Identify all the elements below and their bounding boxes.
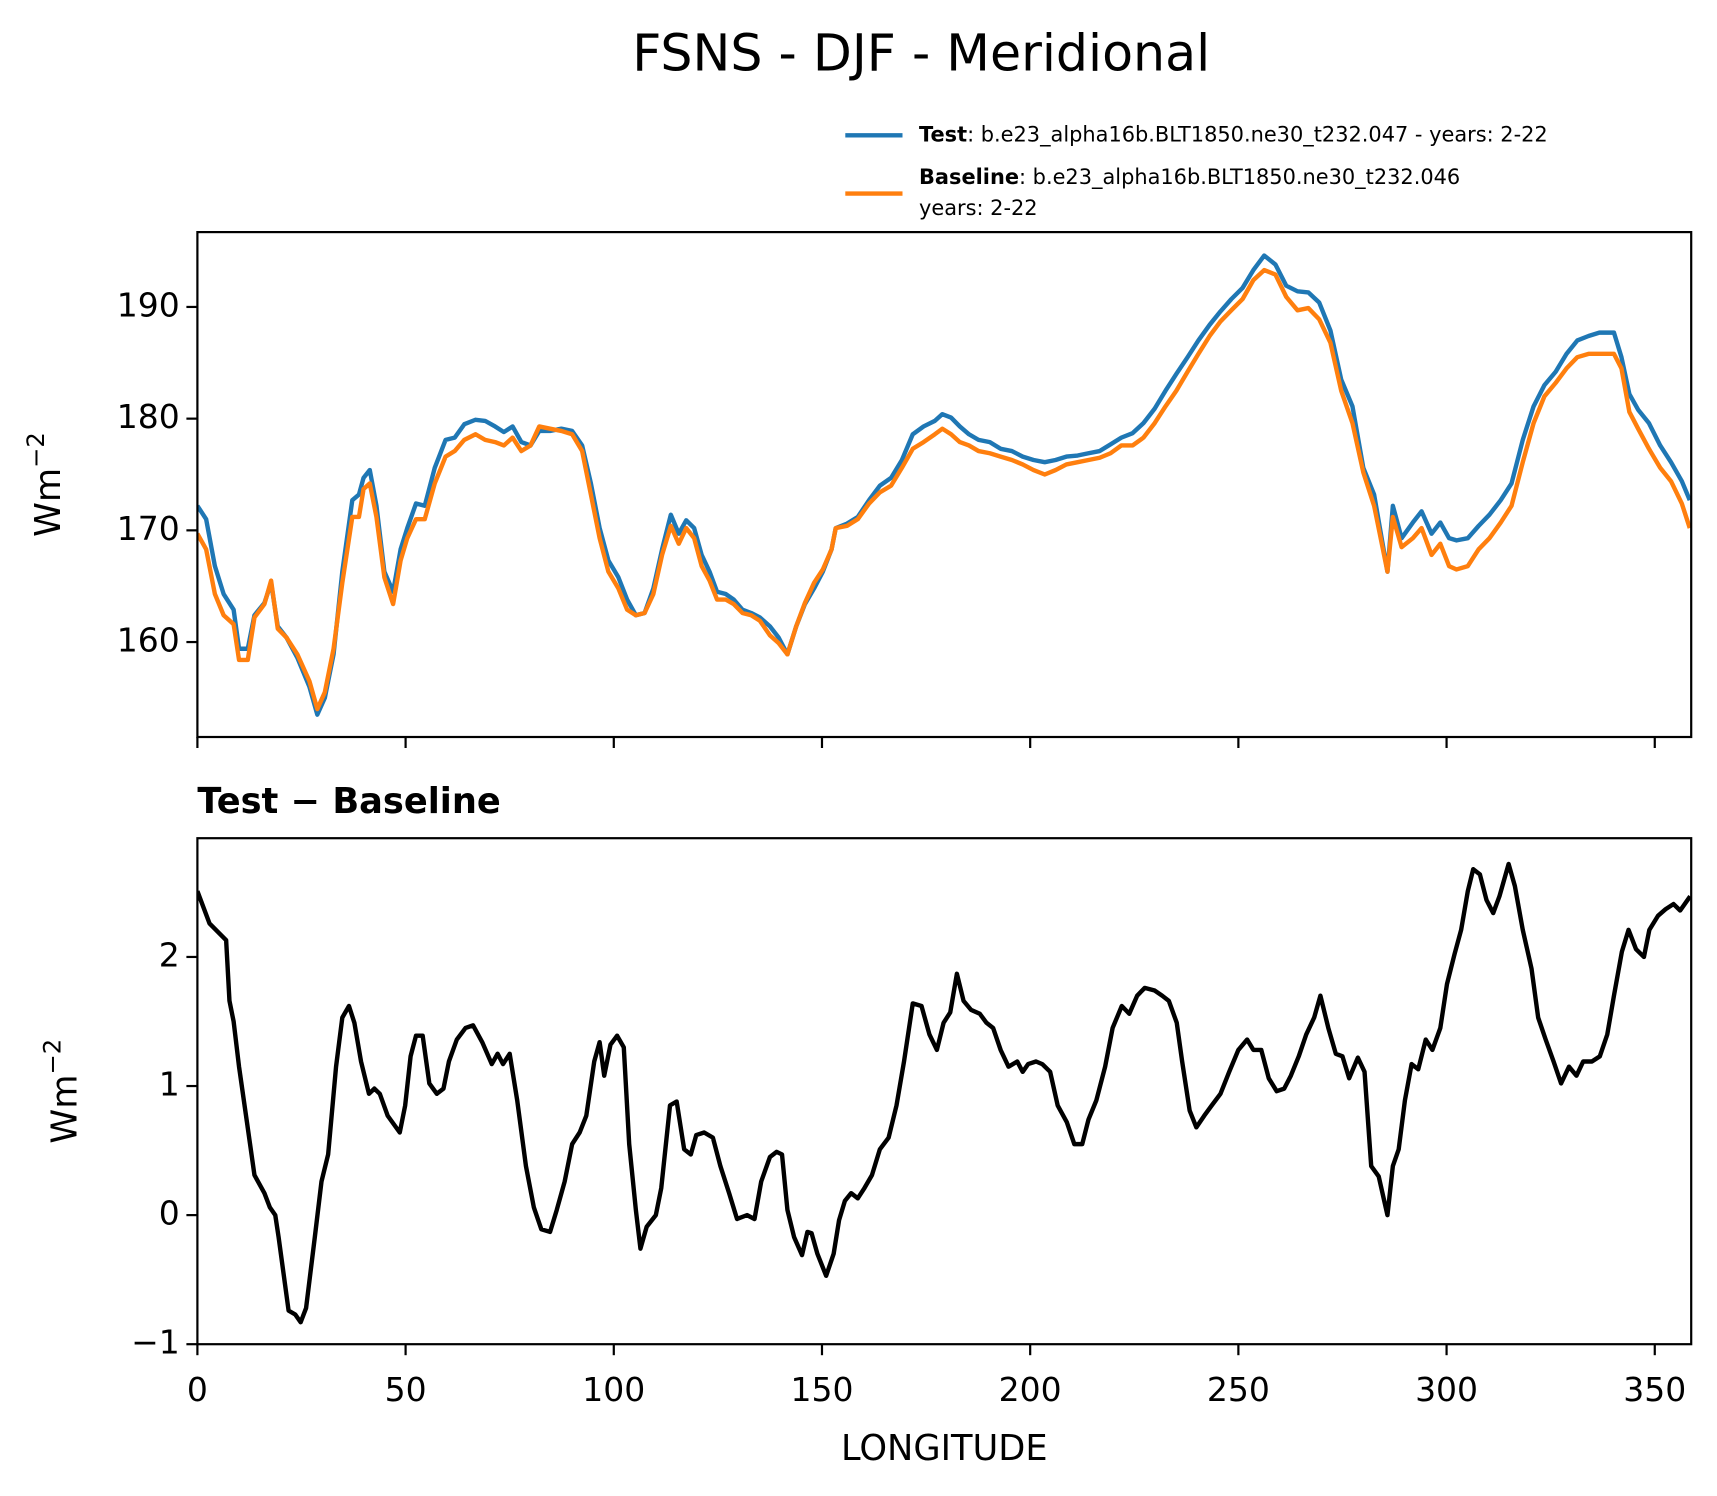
y-axis-label-exponent: −2 [22,432,50,468]
figure-title: FSNS - DJF - Meridional [632,24,1210,83]
legend-label: Test: b.e23_alpha16b.BLT1850.ne30_t232.0… [919,122,1548,147]
y-tick-label: 170 [117,509,180,548]
y-axis-label: Wm−2 [22,432,69,537]
subplot-title: Test − Baseline [197,781,500,822]
plot-frame [196,837,1693,1346]
series-line [197,253,1692,717]
series-line [197,267,1692,712]
legend-label: Baseline: b.e23_alpha16b.BLT1850.ne30_t2… [919,165,1460,220]
y-tick-label: 1 [159,1065,180,1104]
x-axis-label: LONGITUDE [841,1428,1048,1469]
x-tick-label: 350 [1623,1370,1686,1409]
legend-name: Baseline [919,165,1019,189]
plot-frame [196,231,1693,739]
y-axis-label: Wm−2 [38,1039,85,1144]
y-axis-label-base: Wm [45,1074,86,1143]
y-tick-label: −1 [131,1323,180,1362]
y-tick-label: 2 [159,935,180,974]
series-line [197,861,1692,1325]
y-tick-label: 160 [117,621,180,660]
y-axis-label-exponent: −2 [38,1039,66,1075]
x-tick-label: 0 [187,1370,208,1409]
x-tick-label: 150 [790,1370,853,1409]
x-tick-label: 200 [999,1370,1062,1409]
x-tick-label: 250 [1207,1370,1270,1409]
legend-description: : b.e23_alpha16b.BLT1850.ne30_t232.046 [1019,165,1460,190]
y-tick-label: 180 [117,397,180,436]
x-tick-label: 50 [385,1370,427,1409]
y-tick-label: 190 [117,285,180,324]
y-tick-label: 0 [159,1194,180,1233]
legend-name: Test [919,122,967,146]
legend-description: years: 2-22 [919,196,1038,220]
y-axis-label-base: Wm [28,468,69,537]
legend-description: : b.e23_alpha16b.BLT1850.ne30_t232.047 -… [967,122,1548,147]
x-tick-label: 100 [582,1370,645,1409]
x-tick-label: 300 [1415,1370,1478,1409]
